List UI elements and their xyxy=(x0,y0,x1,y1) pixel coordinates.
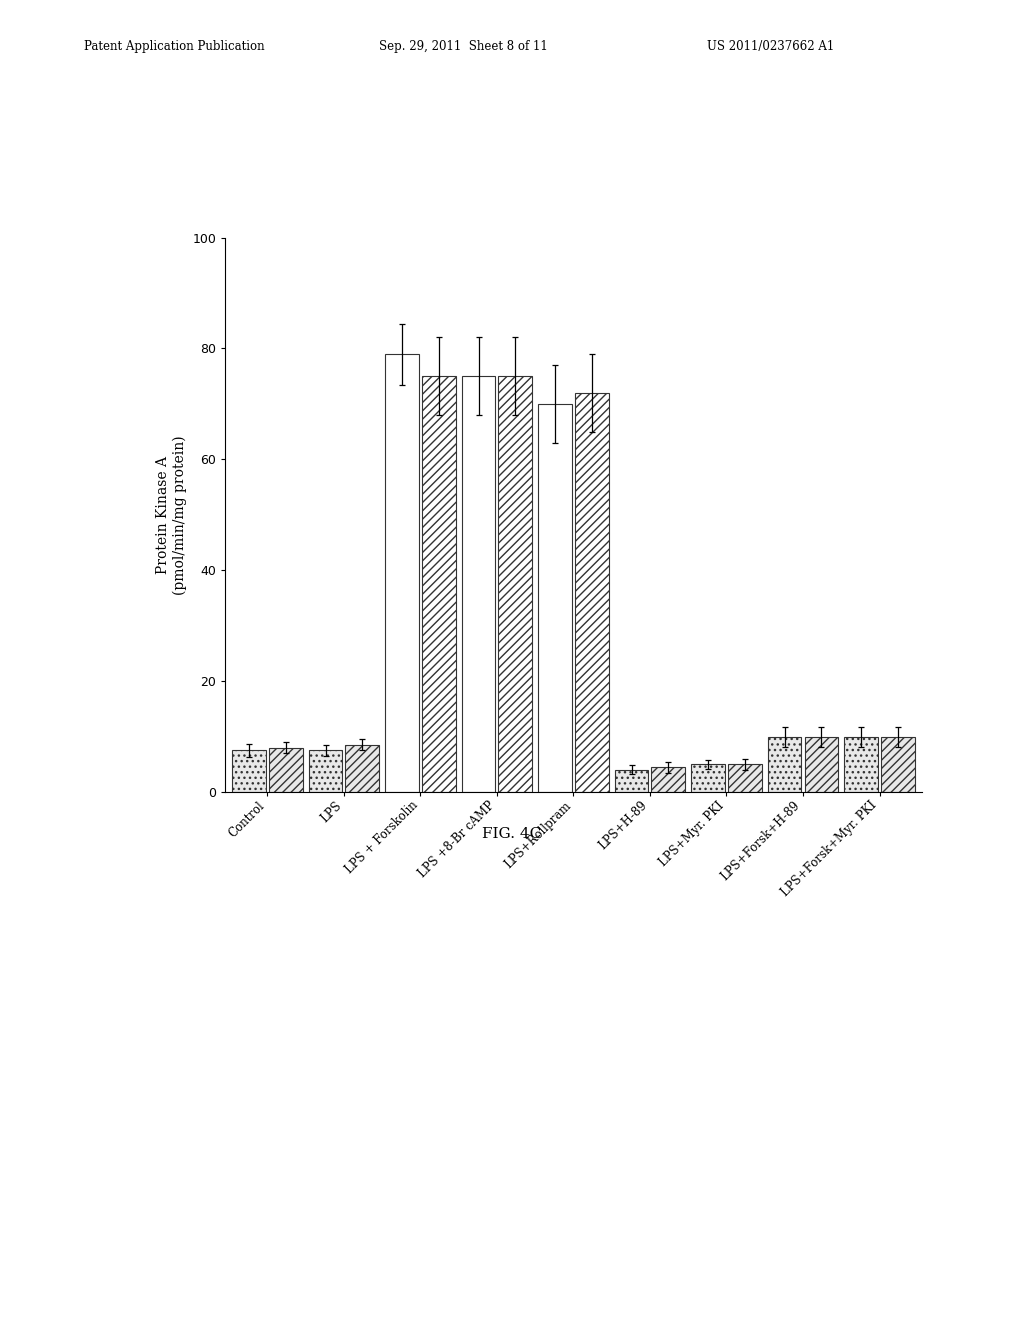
Bar xyxy=(651,767,685,792)
Text: Sep. 29, 2011  Sheet 8 of 11: Sep. 29, 2011 Sheet 8 of 11 xyxy=(379,40,548,53)
Bar xyxy=(881,737,914,792)
Bar xyxy=(462,376,496,792)
Bar xyxy=(614,770,648,792)
Bar xyxy=(345,744,379,792)
Bar xyxy=(499,376,532,792)
Y-axis label: Protein Kinase A
(pmol/min/mg protein): Protein Kinase A (pmol/min/mg protein) xyxy=(156,436,186,594)
Bar xyxy=(768,737,802,792)
Bar xyxy=(232,750,266,792)
Bar xyxy=(308,750,342,792)
Text: US 2011/0237662 A1: US 2011/0237662 A1 xyxy=(707,40,834,53)
Bar xyxy=(269,747,302,792)
Text: FIG. 4C: FIG. 4C xyxy=(482,828,542,841)
Bar xyxy=(845,737,878,792)
Bar xyxy=(728,764,762,792)
Bar xyxy=(385,354,419,792)
Bar xyxy=(422,376,456,792)
Text: Patent Application Publication: Patent Application Publication xyxy=(84,40,264,53)
Bar xyxy=(574,393,608,792)
Bar xyxy=(805,737,839,792)
Bar xyxy=(539,404,572,792)
Bar xyxy=(691,764,725,792)
